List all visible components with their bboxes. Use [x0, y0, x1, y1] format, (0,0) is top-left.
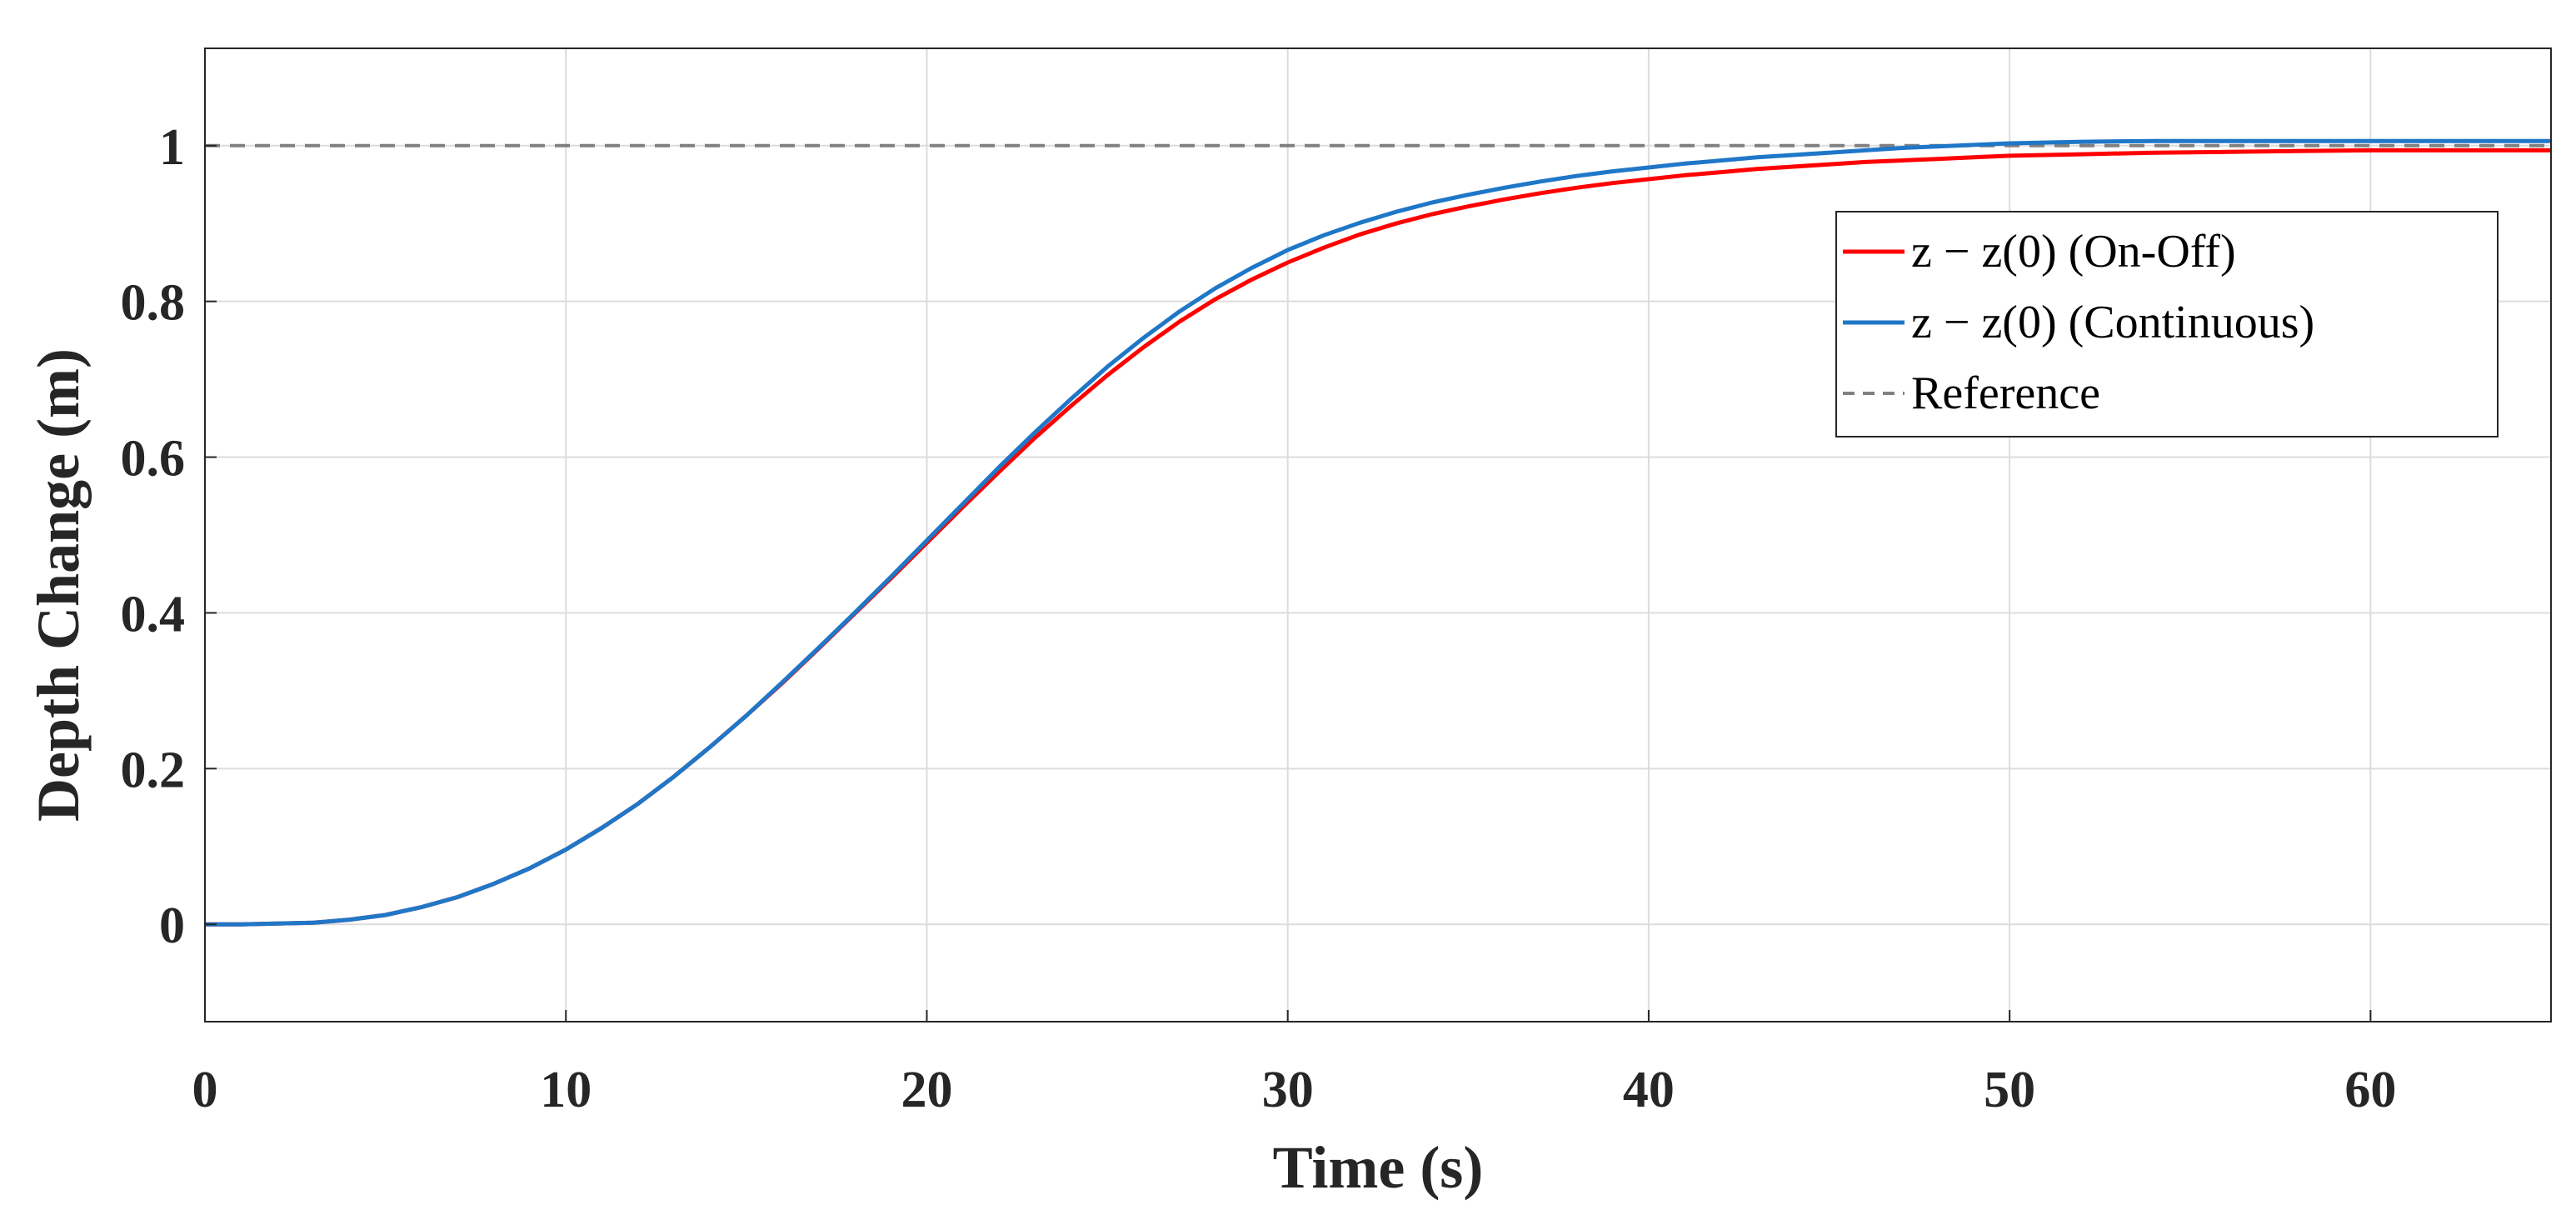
y-tick-label: 0.8 — [121, 275, 186, 332]
y-tick-label: 1 — [159, 119, 185, 176]
x-tick-label: 50 — [1984, 1062, 2035, 1118]
y-tick-label: 0.4 — [121, 586, 186, 642]
legend-box — [1835, 211, 2499, 438]
x-tick-label: 20 — [901, 1062, 952, 1118]
x-tick-label: 10 — [540, 1062, 592, 1118]
legend: z − z(0) (On-Off) z − z(0) (Continuous) Re… — [1835, 211, 2499, 438]
x-tick-label: 40 — [1623, 1062, 1675, 1118]
legend-label: z − z(0) (Continuous) — [1911, 297, 2314, 348]
plot-frame — [204, 48, 2552, 1022]
x-tick-label: 60 — [2344, 1062, 2396, 1118]
tick-labels: 0 10 20 30 40 50 60 0 0.2 0.4 0.6 0.8 1 — [121, 119, 2397, 1118]
x-tick-label: 30 — [1262, 1062, 1314, 1118]
series-line-continuous — [205, 138, 2551, 927]
x-axis-label: Time (s) — [1273, 1134, 1484, 1201]
x-tick-label: 0 — [192, 1062, 218, 1118]
y-tick-label: 0 — [159, 898, 185, 954]
legend-label: Reference — [1911, 368, 2100, 419]
y-tick-label: 0.6 — [121, 431, 186, 488]
y-axis-label: Depth Change (m) — [25, 348, 92, 822]
y-tick-label: 0.2 — [121, 742, 186, 798]
legend-label: z − z(0) (On-Off) — [1911, 226, 2236, 278]
series-layer — [205, 138, 2551, 927]
